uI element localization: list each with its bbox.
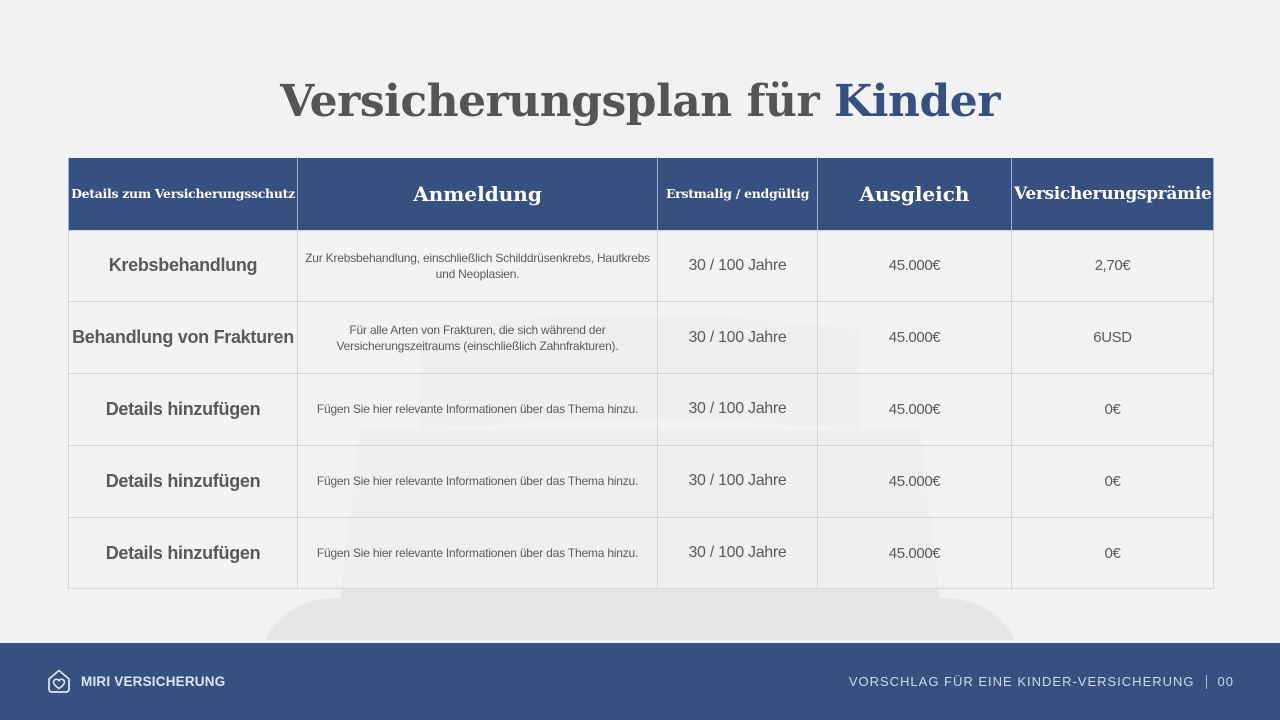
header-registration: Anmeldung bbox=[297, 158, 658, 230]
header-premium: Versicherungsprämie bbox=[1011, 158, 1214, 230]
coverage-cell: Behandlung von Frakturen bbox=[68, 301, 298, 375]
coverage-cell: Details hinzufügen bbox=[68, 373, 298, 446]
table-header-row: Details zum Versicherungsschutz Anmeldun… bbox=[68, 158, 1214, 230]
table-row: Details hinzufügen Fügen Sie hier releva… bbox=[68, 516, 1214, 590]
compensation-cell: 45.000€ bbox=[817, 373, 1012, 446]
premium-cell: 0€ bbox=[1011, 444, 1214, 518]
compensation-cell: 45.000€ bbox=[817, 516, 1012, 590]
table-row: Details hinzufügen Fügen Sie hier releva… bbox=[68, 373, 1214, 446]
term-cell: 30 / 100 Jahre bbox=[657, 444, 818, 518]
description-cell: Für alle Arten von Frakturen, die sich w… bbox=[297, 301, 658, 375]
title-accent: Kinder bbox=[834, 76, 1000, 127]
brand-name: MIRI VERSICHERUNG bbox=[81, 673, 226, 689]
title-main: Versicherungsplan für bbox=[280, 76, 820, 127]
header-coverage-details: Details zum Versicherungsschutz bbox=[68, 158, 298, 230]
divider bbox=[1205, 674, 1207, 689]
term-cell: 30 / 100 Jahre bbox=[657, 516, 818, 590]
coverage-cell: Details hinzufügen bbox=[68, 516, 298, 590]
table-row: Krebsbehandlung Zur Krebsbehandlung, ein… bbox=[68, 229, 1214, 303]
table-row: Details hinzufügen Fügen Sie hier releva… bbox=[68, 444, 1214, 518]
page-number: 00 bbox=[1217, 674, 1234, 689]
brand-logo: MIRI VERSICHERUNG bbox=[46, 668, 225, 694]
term-cell: 30 / 100 Jahre bbox=[657, 229, 818, 303]
coverage-cell: Details hinzufügen bbox=[68, 444, 298, 518]
presentation-subtitle: VORSCHLAG FÜR EINE KINDER-VERSICHERUNG bbox=[848, 674, 1195, 689]
description-cell: Fügen Sie hier relevante Informationen ü… bbox=[297, 516, 658, 590]
header-term: Erstmalig / endgültig bbox=[657, 158, 818, 230]
description-cell: Fügen Sie hier relevante Informationen ü… bbox=[297, 444, 658, 518]
description-cell: Zur Krebsbehandlung, einschließlich Schi… bbox=[297, 229, 658, 303]
header-compensation: Ausgleich bbox=[817, 158, 1012, 230]
footer-bar: MIRI VERSICHERUNG VORSCHLAG FÜR EINE KIN… bbox=[0, 643, 1280, 720]
description-cell: Fügen Sie hier relevante Informationen ü… bbox=[297, 373, 658, 446]
premium-cell: 0€ bbox=[1011, 516, 1214, 590]
footer-info: VORSCHLAG FÜR EINE KINDER-VERSICHERUNG 0… bbox=[849, 674, 1234, 689]
insurance-plan-table: Details zum Versicherungsschutz Anmeldun… bbox=[68, 158, 1214, 590]
premium-cell: 6USD bbox=[1011, 301, 1214, 375]
coverage-cell: Krebsbehandlung bbox=[68, 229, 298, 303]
compensation-cell: 45.000€ bbox=[817, 301, 1012, 375]
house-heart-icon bbox=[48, 669, 70, 693]
compensation-cell: 45.000€ bbox=[817, 229, 1012, 303]
term-cell: 30 / 100 Jahre bbox=[657, 373, 818, 446]
table-row: Behandlung von Frakturen Für alle Arten … bbox=[68, 301, 1214, 375]
page-title: Versicherungsplan für Kinder bbox=[0, 76, 1280, 127]
compensation-cell: 45.000€ bbox=[817, 444, 1012, 518]
premium-cell: 2,70€ bbox=[1011, 229, 1214, 303]
premium-cell: 0€ bbox=[1011, 373, 1214, 446]
term-cell: 30 / 100 Jahre bbox=[657, 301, 818, 375]
